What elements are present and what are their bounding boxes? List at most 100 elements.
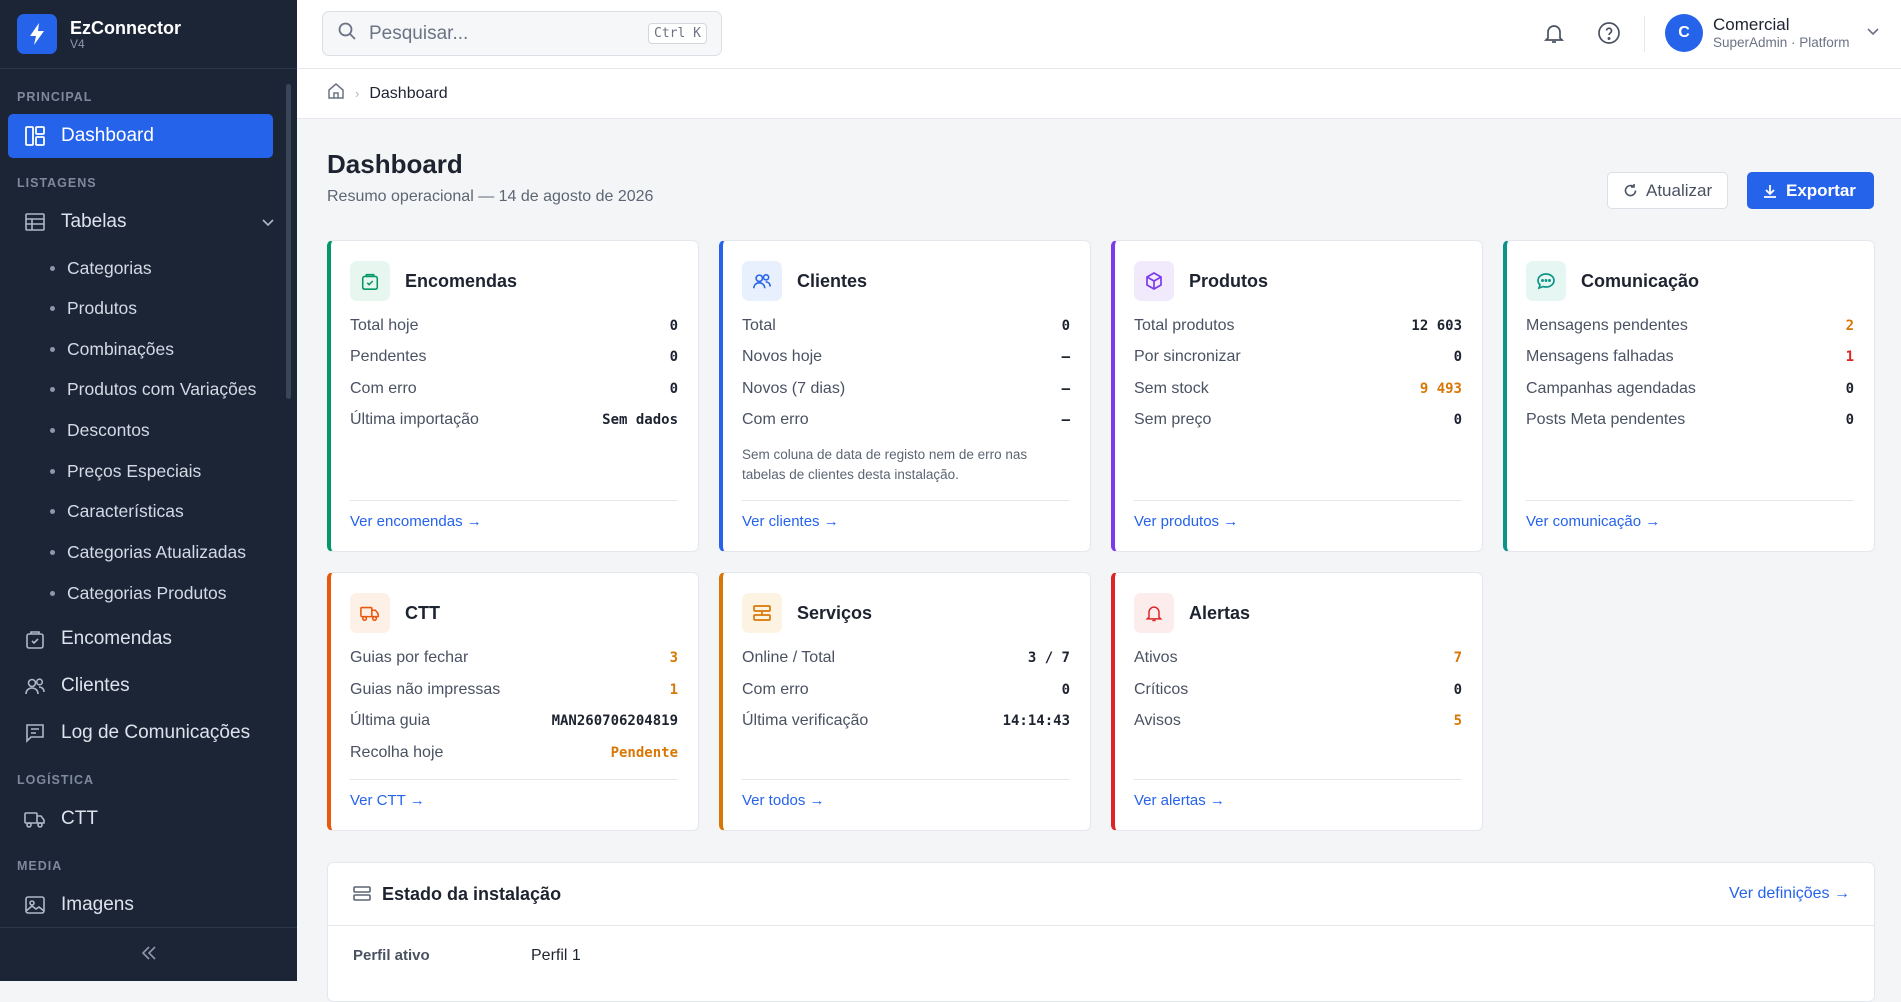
stat-row: Última importação Sem dados <box>350 411 678 428</box>
sidebar-item-label: Log de Comunicações <box>61 722 251 743</box>
link-ver-clientes[interactable]: Ver clientes → <box>742 500 1070 530</box>
sidebar-item-tabelas[interactable]: Tabelas <box>8 200 275 244</box>
sidebar-sub-precos-especiais[interactable]: Preços Especiais <box>50 461 201 482</box>
install-title: Estado da instalação <box>382 883 562 904</box>
topbar: Pesquisar... Ctrl K C Comercial SuperAdm… <box>297 0 1901 69</box>
bell-icon <box>1134 593 1174 633</box>
stat-row: Com erro 0 <box>742 681 1070 698</box>
card-title: Encomendas <box>405 270 518 291</box>
user-menu[interactable]: C Comercial SuperAdmin · Platform <box>1665 14 1880 52</box>
stat-row: Campanhas agendadas 0 <box>1526 380 1854 397</box>
sidebar-item-log[interactable]: Log de Comunicações <box>8 711 273 755</box>
chat-icon <box>1526 261 1566 301</box>
sidebar: EzConnector V4 PRINCIPAL Dashboard LISTA… <box>0 0 297 981</box>
chevron-down-icon <box>261 213 275 235</box>
stat-row: Última verificação 14:14:43 <box>742 712 1070 729</box>
users-icon <box>24 675 46 697</box>
breadcrumb-current: Dashboard <box>369 84 448 102</box>
sidebar-item-label: Encomendas <box>61 628 172 649</box>
stat-row: Sem preço 0 <box>1134 411 1462 428</box>
export-button[interactable]: Exportar <box>1747 172 1874 209</box>
card-title: CTT <box>405 602 440 623</box>
dashboard-icon <box>24 125 46 147</box>
sidebar-sub-combinacoes[interactable]: Combinações <box>50 339 174 360</box>
sidebar-sub-produtos-variacoes[interactable]: Produtos com Variações <box>50 379 256 400</box>
download-icon <box>1762 183 1778 199</box>
link-ver-todos[interactable]: Ver todos → <box>742 779 1070 809</box>
sidebar-item-encomendas[interactable]: Encomendas <box>8 617 273 661</box>
search-input[interactable]: Pesquisar... Ctrl K <box>322 11 722 56</box>
sidebar-sub-descontos[interactable]: Descontos <box>50 420 150 441</box>
app-version: V4 <box>70 36 85 51</box>
stat-row: Com erro 0 <box>350 380 678 397</box>
refresh-button[interactable]: Atualizar <box>1607 172 1729 209</box>
bolt-icon <box>17 14 57 54</box>
sidebar-item-clientes[interactable]: Clientes <box>8 664 273 708</box>
stat-row: Por sincronizar 0 <box>1134 348 1462 365</box>
bell-icon[interactable] <box>1542 21 1566 50</box>
install-panel: Estado da instalação Ver definições → Pe… <box>327 862 1875 1002</box>
users-icon <box>742 261 782 301</box>
stat-row: Posts Meta pendentes 0 <box>1526 411 1854 428</box>
double-chevron-left-icon <box>140 942 158 968</box>
sidebar-sub-categorias-produtos[interactable]: Categorias Produtos <box>50 583 227 604</box>
card-comunicacao: Comunicação Mensagens pendentes 2 Mensage… <box>1503 240 1875 552</box>
section-media: MEDIA <box>17 859 63 873</box>
avatar: C <box>1665 14 1703 52</box>
refresh-label: Atualizar <box>1646 180 1713 200</box>
sidebar-item-imagens[interactable]: Imagens <box>8 883 273 927</box>
section-principal: PRINCIPAL <box>17 90 93 104</box>
divider <box>1644 16 1645 52</box>
link-ver-encomendas[interactable]: Ver encomendas → <box>350 500 678 530</box>
sidebar-item-label: Tabelas <box>61 211 127 232</box>
breadcrumb: › Dashboard <box>297 69 1901 119</box>
link-ver-ctt[interactable]: Ver CTT → <box>350 779 678 809</box>
search-placeholder: Pesquisar... <box>369 22 469 44</box>
sidebar-sub-categorias[interactable]: Categorias <box>50 258 152 279</box>
stat-row: Guias por fechar 3 <box>350 649 678 666</box>
stat-row: Mensagens falhadas 1 <box>1526 348 1854 365</box>
sidebar-scrollbar[interactable] <box>286 84 291 399</box>
stat-row: Mensagens pendentes 2 <box>1526 317 1854 334</box>
bag-icon <box>24 628 46 650</box>
card-encomendas: Encomendas Total hoje 0 Pendentes 0 Com er… <box>327 240 699 552</box>
help-icon[interactable] <box>1597 21 1621 50</box>
search-shortcut: Ctrl K <box>648 23 707 44</box>
sidebar-item-ctt[interactable]: CTT <box>8 797 273 841</box>
card-title: Alertas <box>1189 602 1251 623</box>
card-title: Comunicação <box>1581 270 1700 291</box>
section-listagens: LISTAGENS <box>17 176 97 190</box>
sidebar-item-dashboard[interactable]: Dashboard <box>8 114 273 158</box>
stat-row: Online / Total 3 / 7 <box>742 649 1070 666</box>
collapse-sidebar-button[interactable] <box>0 927 297 981</box>
stat-row: Avisos 5 <box>1134 712 1462 729</box>
stat-row: Sem stock 9 493 <box>1134 380 1462 397</box>
sidebar-sub-categorias-atualizadas[interactable]: Categorias Atualizadas <box>50 542 246 563</box>
card-title: Produtos <box>1189 270 1268 291</box>
breadcrumb-separator: › <box>355 86 360 101</box>
box-icon <box>1134 261 1174 301</box>
stat-row: Novos hoje – <box>742 348 1070 365</box>
page-subtitle: Resumo operacional — 14 de agosto de 202… <box>327 188 654 205</box>
stat-row: Com erro – <box>742 411 1070 428</box>
image-icon <box>24 894 46 916</box>
stat-row: Críticos 0 <box>1134 681 1462 698</box>
export-label: Exportar <box>1786 180 1856 200</box>
stat-row: Pendentes 0 <box>350 348 678 365</box>
home-icon[interactable] <box>327 82 345 105</box>
link-ver-definicoes[interactable]: Ver definições → <box>1729 885 1850 902</box>
search-icon <box>337 21 357 46</box>
section-logistica: LOGÍSTICA <box>17 773 95 787</box>
user-name: Comercial <box>1713 14 1790 34</box>
sidebar-sub-caracteristicas[interactable]: Características <box>50 501 184 522</box>
link-ver-comunicacao[interactable]: Ver comunicação → <box>1526 500 1854 530</box>
server-icon <box>742 593 782 633</box>
sidebar-item-label: CTT <box>61 808 98 829</box>
link-ver-produtos[interactable]: Ver produtos → <box>1134 500 1462 530</box>
link-ver-alertas[interactable]: Ver alertas → <box>1134 779 1462 809</box>
install-value: Perfil 1 <box>531 947 581 964</box>
sidebar-sub-produtos[interactable]: Produtos <box>50 298 137 319</box>
truck-icon <box>24 808 46 830</box>
card-ctt: CTT Guias por fechar 3 Guias não impressa… <box>327 572 699 831</box>
brand[interactable]: EzConnector V4 <box>0 0 297 69</box>
